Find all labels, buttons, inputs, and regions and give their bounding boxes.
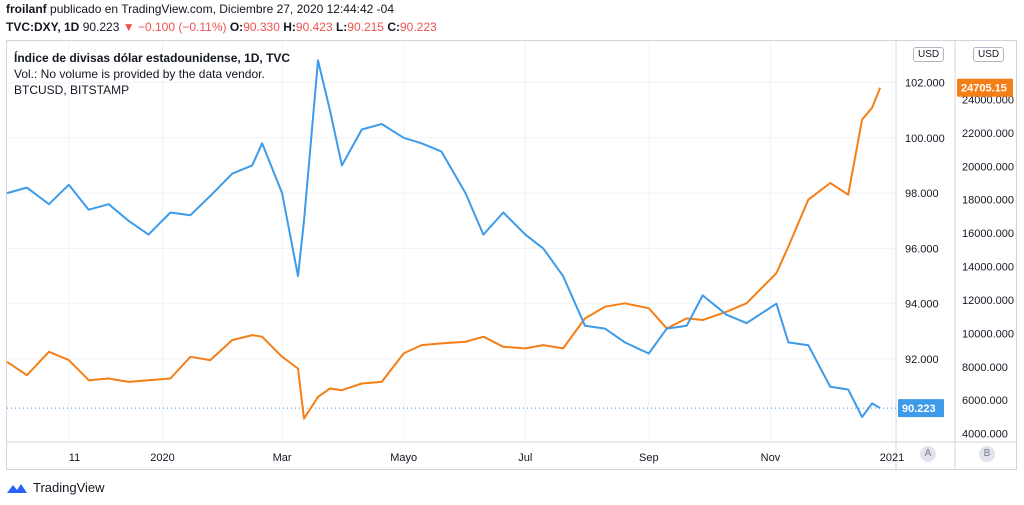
x-tick-label: 2021 <box>880 452 904 464</box>
published-text: publicado en TradingView.com, Diciembre … <box>50 2 395 16</box>
low-value: 90.215 <box>347 20 384 34</box>
dxy-tick-label: 94.000 <box>905 299 939 311</box>
btc-tick-label: 10000.000 <box>962 328 1014 340</box>
x-tick-label: Mayo <box>390 452 417 464</box>
open-label: O: <box>229 20 244 34</box>
btc-tick-label: 14000.000 <box>962 262 1014 274</box>
btc-last-value-label-bg <box>957 78 1013 97</box>
x-tick-label: 2020 <box>150 452 174 464</box>
btc-tick-label: 8000.000 <box>962 362 1008 374</box>
btc-tick-label: 24000.000 <box>962 94 1014 106</box>
btc-tick-label: 20000.000 <box>962 161 1014 173</box>
btc-tick-label: 18000.000 <box>962 195 1014 207</box>
x-tick-label: Jul <box>518 452 532 464</box>
dxy-tick-label: 92.000 <box>905 354 939 366</box>
tradingview-logo-icon <box>7 483 27 493</box>
currency-label-right[interactable]: USD <box>973 47 1005 62</box>
btc-tick-label: 4000.000 <box>962 429 1008 441</box>
last-price: 90.223 <box>82 20 120 34</box>
x-tick-label: Mar <box>273 452 292 464</box>
legend-volume: Vol.: No volume is provided by the data … <box>14 67 265 81</box>
x-tick-label: 11 <box>69 452 80 464</box>
down-triangle-icon: ▼ <box>122 20 135 34</box>
high-label: H: <box>283 20 296 34</box>
dxy-tick-label: 102.000 <box>905 77 945 89</box>
chart-legend: Índice de divisas dólar estadounidense, … <box>14 50 290 98</box>
chart-frame <box>6 40 1017 470</box>
scale-button-a[interactable]: A <box>920 446 936 462</box>
dxy-last-value-label: 90.223 <box>902 403 936 415</box>
symbol-ohlc-bar: TVC:DXY, 1D 90.223 ▼ −0.100 (−0.11%) O:9… <box>6 20 437 34</box>
close-value: 90.223 <box>400 20 437 34</box>
dxy-last-value-label-bg <box>898 399 944 418</box>
x-tick-label: Nov <box>761 452 781 464</box>
dxy-tick-label: 98.000 <box>905 188 939 200</box>
close-label: C: <box>387 20 400 34</box>
price-change: −0.100 (−0.11%) <box>137 20 227 34</box>
dxy-tick-label: 100.000 <box>905 133 945 145</box>
publication-info: froilanf publicado en TradingView.com, D… <box>6 2 394 16</box>
currency-label-left[interactable]: USD <box>913 47 945 62</box>
btc-tick-label: 12000.000 <box>962 295 1014 307</box>
dxy-tick-label: 96.000 <box>905 243 939 255</box>
btc-tick-label: 16000.000 <box>962 228 1014 240</box>
open-value: 90.330 <box>243 20 280 34</box>
btc-tick-label: 22000.000 <box>962 128 1014 140</box>
dxy-series-line <box>6 59 881 419</box>
low-label: L: <box>335 20 348 34</box>
legend-compare: BTCUSD, BITSTAMP <box>14 83 130 97</box>
author-name: froilanf <box>6 2 47 16</box>
btc-last-value-label: 24705.15 <box>961 83 1007 95</box>
brand-label: TradingView <box>33 480 105 495</box>
btc-series-line <box>6 87 882 420</box>
scale-button-b[interactable]: B <box>979 446 995 462</box>
legend-title: Índice de divisas dólar estadounidense, … <box>14 51 291 65</box>
btc-tick-label: 6000.000 <box>962 395 1008 407</box>
x-tick-label: Sep <box>639 452 659 464</box>
high-value: 90.423 <box>295 20 333 34</box>
footer-brand[interactable]: TradingView <box>6 480 105 495</box>
symbol-label: TVC:DXY, 1D <box>6 20 80 34</box>
